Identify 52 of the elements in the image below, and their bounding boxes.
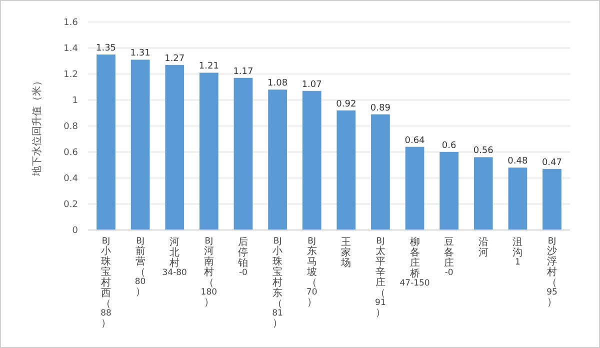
- data-label: 0.48: [508, 156, 528, 167]
- bar: [371, 114, 390, 230]
- x-tick-label: BJ河南村（180）: [200, 236, 218, 308]
- data-label: 1.35: [96, 44, 116, 54]
- y-tick-label: 0.6: [64, 148, 78, 158]
- bar: [165, 64, 184, 230]
- bar: [508, 168, 528, 230]
- y-tick-label: 1.2: [64, 70, 78, 80]
- y-axis-title: 地下水位回升值（米）: [31, 76, 43, 177]
- data-label: 0.92: [336, 99, 356, 110]
- y-tick-label: 0.2: [64, 200, 78, 210]
- y-tick-label: 1: [72, 96, 78, 106]
- category-label: BJ小珠宝村东（81）: [272, 236, 283, 329]
- data-label: 1.27: [164, 54, 185, 64]
- bar: [302, 90, 322, 230]
- bar: [542, 168, 562, 230]
- bar: [336, 110, 356, 230]
- bar: [405, 146, 424, 230]
- data-label: 1.17: [233, 66, 254, 77]
- data-label: 0.89: [370, 103, 391, 114]
- x-tick-label: 河北村34-80: [162, 236, 187, 278]
- data-label: 0.56: [473, 146, 494, 156]
- x-tick-label: BJ太平辛庄（91）: [375, 236, 386, 318]
- x-tick-label: BJ东马坡（70）: [306, 236, 318, 308]
- data-label: 0.6: [442, 141, 456, 151]
- data-label: 0.47: [542, 158, 562, 168]
- y-tick-label: 1.4: [64, 44, 78, 54]
- bar: [268, 90, 287, 230]
- y-tick-label: 0.4: [64, 174, 78, 184]
- bar: [440, 152, 459, 230]
- bar: [96, 54, 116, 230]
- x-tick-label: 沿河: [478, 236, 488, 258]
- x-tick-label: BJ前营（80）: [134, 236, 146, 298]
- x-tick-label: 后停铂-0: [237, 236, 248, 278]
- x-tick-label: 沮沟1: [512, 236, 523, 268]
- data-label: 1.07: [302, 80, 322, 90]
- x-tick-label: BJ沙浮村（95）: [546, 236, 558, 308]
- x-tick-label: 王家场: [340, 237, 352, 269]
- bar: [130, 60, 150, 230]
- x-tick-label: 柳各庄桥47-150: [400, 236, 430, 288]
- category-label: BJ小珠宝村西（88）: [100, 236, 112, 329]
- bar: [199, 72, 218, 230]
- data-label: 1.31: [130, 48, 150, 59]
- y-tick-label: 1.6: [64, 18, 78, 28]
- bar: [234, 78, 253, 230]
- y-tick-label: 0: [72, 226, 78, 236]
- data-label: 1.08: [268, 78, 288, 89]
- data-label: 0.64: [404, 136, 426, 146]
- y-tick-label: 0.8: [64, 122, 78, 132]
- bar: [474, 157, 493, 230]
- x-tick-label: 豆各庄-0: [444, 237, 454, 278]
- data-label: 1.21: [198, 62, 219, 72]
